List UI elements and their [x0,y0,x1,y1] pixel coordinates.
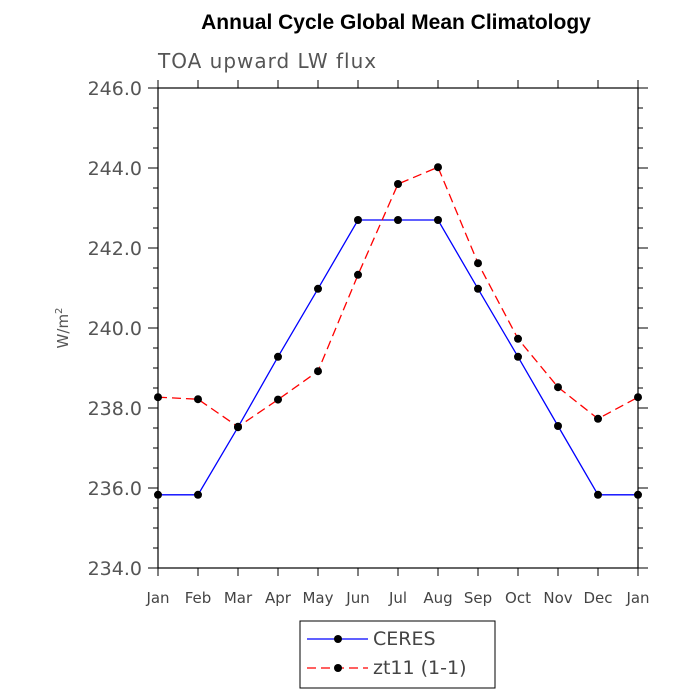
data-point [354,270,362,279]
data-point [594,490,602,499]
y-axis-label-text: W/m [54,314,72,349]
data-point [474,259,482,268]
data-point [154,490,162,499]
legend-box [299,620,496,689]
data-point [634,393,642,402]
plot-frame [157,87,639,569]
y-axis-label: W/m2 [54,308,72,349]
data-point [394,180,402,188]
series-line-1 [158,219,638,496]
y-tick-label: 234.0 [88,558,142,580]
x-tick-label: Aug [423,589,452,607]
series-line-2 [157,166,639,428]
x-tick-label: May [302,589,333,607]
legend: CERES zt11 (1-1) [299,620,496,689]
x-tick-label: Sep [464,589,492,607]
x-tick-label: Jun [345,589,369,607]
legend-marker-zt11 [334,664,342,672]
data-point [194,490,202,499]
data-point [434,216,442,224]
x-tick-label: Mar [224,589,253,607]
y-tick-label: 244.0 [88,158,142,180]
data-point [274,395,282,404]
data-point [234,422,242,431]
x-tick-label: Jul [388,589,407,607]
data-point [554,383,562,392]
data-point [314,367,322,376]
x-tick-label: Feb [185,589,212,607]
data-point [154,393,162,402]
data-point [514,352,522,361]
chart-title: Annual Cycle Global Mean Climatology [201,11,591,34]
x-tick-label: Dec [583,589,612,607]
x-tick-label: Oct [505,589,531,607]
data-point [554,422,562,430]
x-tick-label: Jan [625,589,649,607]
y-tick-label: 236.0 [88,478,142,500]
y-tick-label: 240.0 [88,318,142,340]
y-axis-label-superscript: 2 [54,308,65,314]
data-point [434,163,442,172]
x-tick-label: Jan [145,589,169,607]
series-lines [154,163,642,499]
legend-label-zt11: zt11 (1-1) [373,657,467,679]
legend-marker-ceres [334,635,342,643]
data-point [314,284,322,293]
y-tick-label: 242.0 [88,238,142,260]
data-point [514,334,522,343]
x-tick-label: Apr [265,589,292,607]
x-tick-label: Nov [543,589,572,607]
y-tick-label: 238.0 [88,398,142,420]
data-point [594,414,602,423]
legend-label-ceres: CERES [373,628,436,650]
axis-ticks [148,80,648,576]
data-point [194,395,202,404]
x-tick-labels: Jan Feb Mar Apr May Jun Jul Aug Sep Oct Nov Dec Jan [145,589,649,607]
data-point [274,352,282,361]
data-point [474,284,482,293]
y-tick-labels: 234.0 236.0 238.0 240.0 242.0 244.0 246.0 [88,78,142,580]
data-point [394,216,402,224]
y-tick-label: 246.0 [88,78,142,100]
data-point [634,490,642,499]
chart-subtitle: TOA upward LW flux [157,49,377,73]
data-point [354,216,362,224]
